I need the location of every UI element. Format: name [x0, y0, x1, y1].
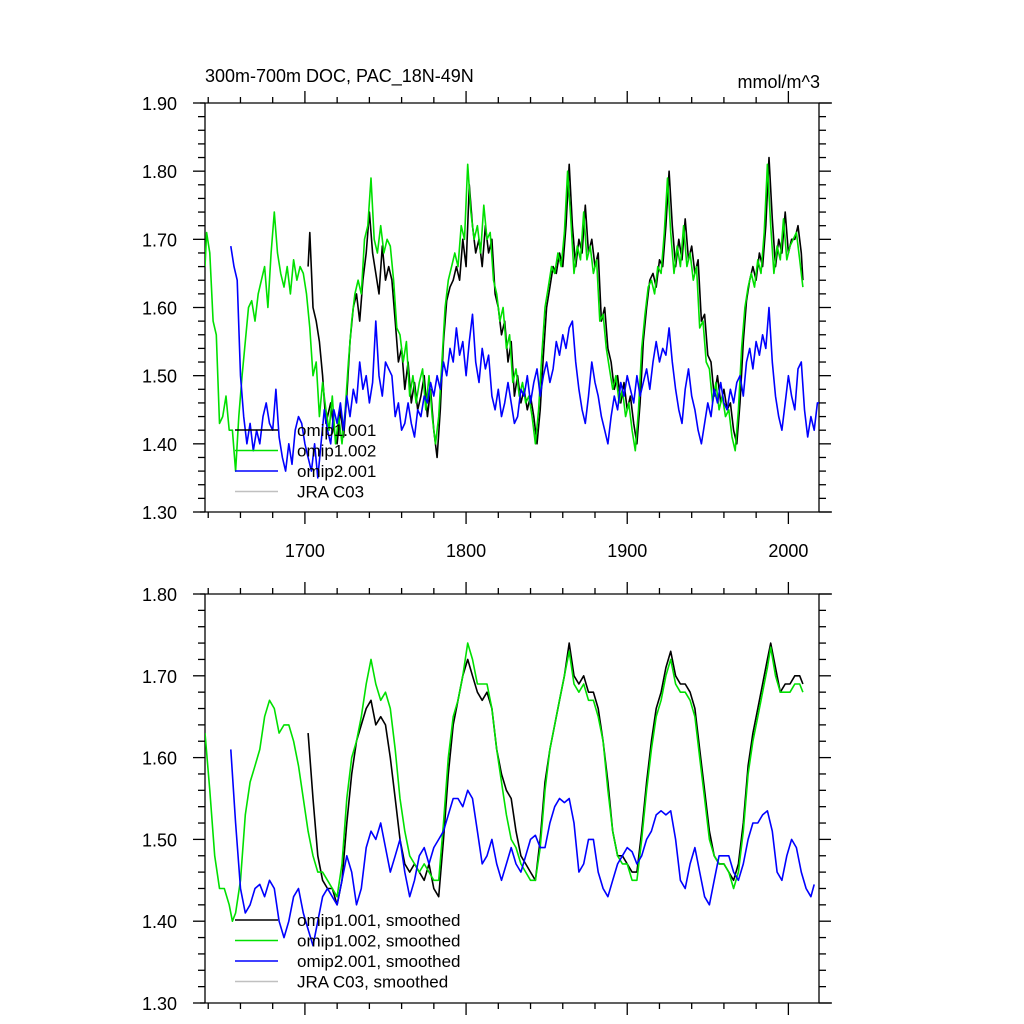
legend-label: JRA C03: [297, 483, 364, 502]
y-tick-label: 1.40: [142, 912, 177, 932]
legend-label: omip1.001: [297, 421, 376, 440]
y-tick-label: 1.80: [142, 162, 177, 182]
legend-label: omip2.001: [297, 462, 376, 481]
chart-title: 300m-700m DOC, PAC_18N-49N: [205, 66, 474, 87]
y-tick-label: 1.90: [142, 94, 177, 114]
panel-smoothed: 1.30 1.40 1.50 1.60 1.70 1.80 omip1.001, smoot…: [142, 582, 832, 1015]
legend-label: omip1.002: [297, 442, 376, 461]
y-tick-label: 1.40: [142, 435, 177, 455]
panel-annual: 1700 1800 1900 2000 1.30 1.40 1.50 1.60 1.70 1.80…: [142, 91, 832, 561]
y-tick-label: 1.50: [142, 830, 177, 850]
series-line-omip1-001-smoothed: [307, 642, 804, 906]
series-line-omip2-001-smoothed: [230, 749, 815, 947]
legend-label: omip1.002, smoothed: [297, 932, 461, 951]
x-tick-label: 1900: [607, 541, 647, 561]
x-tick-label: 2000: [768, 541, 808, 561]
series-line-omip1-002: [205, 163, 804, 472]
y-tick-label: 1.80: [142, 585, 177, 605]
y-tick-label: 1.60: [142, 749, 177, 769]
y-tick-label: 1.50: [142, 367, 177, 387]
legend-label: JRA C03, smoothed: [297, 973, 448, 992]
x-tick-label: 1800: [446, 541, 486, 561]
y-tick-label: 1.60: [142, 299, 177, 319]
series-line-omip1-002-smoothed: [205, 642, 804, 922]
y-tick-label: 1.70: [142, 667, 177, 687]
series-line-omip2-001: [230, 245, 819, 479]
legend-label: omip2.001, smoothed: [297, 952, 461, 971]
y-tick-label: 1.30: [142, 503, 177, 523]
y-tick-label: 1.30: [142, 994, 177, 1014]
units-label: mmol/m^3: [738, 72, 820, 92]
y-tick-label: 1.70: [142, 230, 177, 250]
legend-label: omip1.001, smoothed: [297, 911, 461, 930]
x-tick-label: 1700: [285, 541, 325, 561]
